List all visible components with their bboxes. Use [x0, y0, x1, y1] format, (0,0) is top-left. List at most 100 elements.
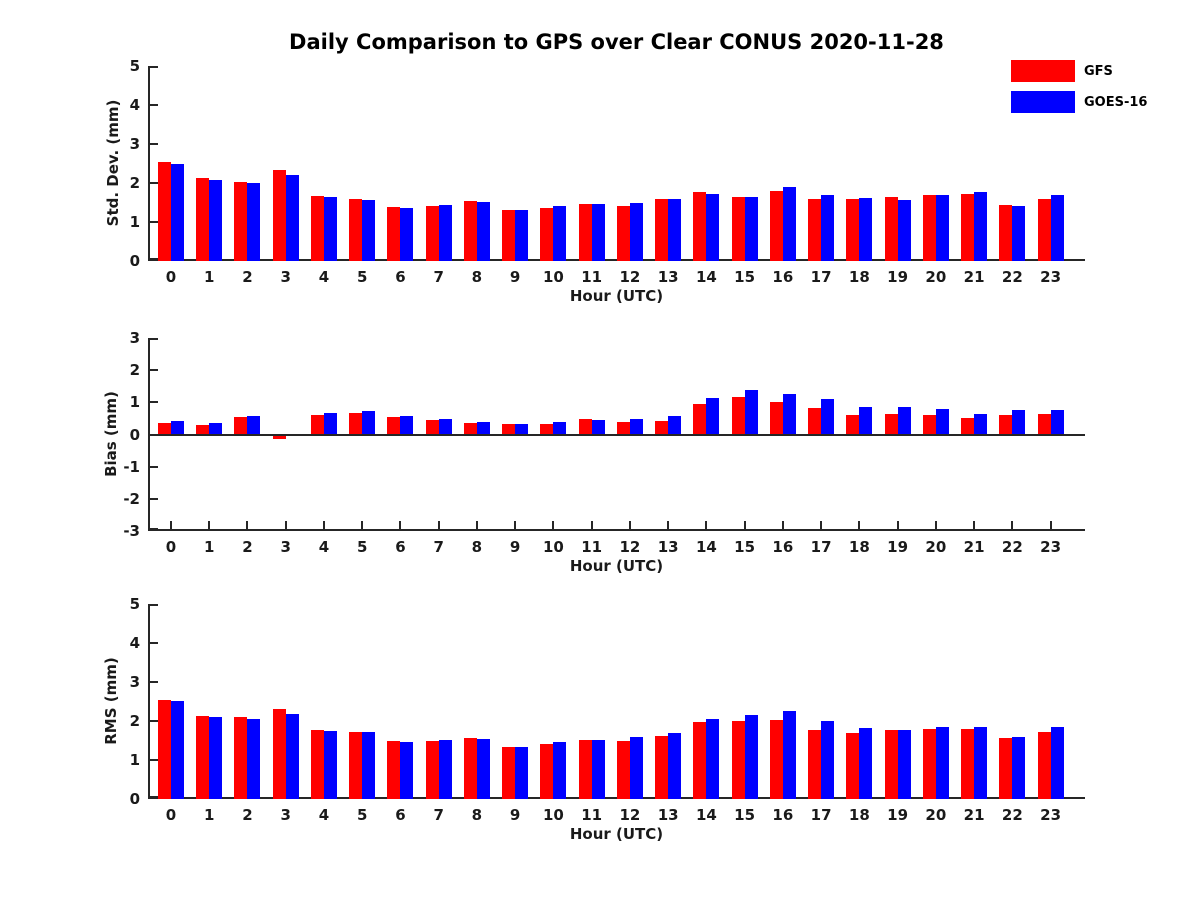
- x-tick: [514, 521, 517, 529]
- bar-gfs-hour-6: [387, 741, 401, 799]
- bar-goes16-hour-19: [897, 200, 911, 261]
- y-tick-label: 3: [129, 673, 140, 691]
- bar-goes16-hour-19: [897, 730, 911, 799]
- x-tick-label: 22: [1001, 806, 1023, 824]
- bar-goes16-hour-18: [859, 727, 873, 799]
- bar-goes16-hour-14: [706, 719, 720, 799]
- x-tick-label: 7: [433, 806, 444, 824]
- bar-goes16-hour-15: [744, 715, 758, 799]
- x-tick-label: 1: [203, 538, 215, 556]
- plot-area-bias: 3 2 1 0 -1 -2 -3 0 1 2 3 4 5 6 7 8 9 10 11 12 13 14 15 16 17 18 19…: [123, 329, 1085, 556]
- bar-goes16-hour-13: [668, 199, 682, 261]
- x-tick-label: 23: [1040, 806, 1062, 824]
- bar-goes16-hour-8: [476, 738, 490, 799]
- x-tick-label: 11: [581, 806, 603, 824]
- x-tick-label: 16: [772, 538, 794, 556]
- bar-goes16-hour-2: [247, 718, 261, 799]
- bar-goes16-hour-20: [935, 408, 949, 435]
- x-tick-label: 17: [810, 268, 832, 286]
- bar-goes16-hour-0: [170, 420, 184, 435]
- y-tick-label: 0: [129, 425, 140, 444]
- bar-goes16-hour-20: [935, 195, 949, 261]
- x-tick-label: 4: [318, 538, 330, 556]
- y-tick: [150, 604, 158, 606]
- bar-gfs-hour-3: [272, 170, 286, 261]
- x-tick-label: 23: [1040, 268, 1062, 286]
- y-tick: [150, 221, 158, 223]
- x-tick-label: 6: [395, 538, 406, 556]
- x-tick-label: 8: [471, 806, 483, 824]
- bar-gfs-hour-0: [157, 423, 171, 435]
- legend-label-goes16: GOES-16: [1084, 94, 1148, 110]
- x-tick-label: 19: [887, 268, 909, 286]
- bar-goes16-hour-4: [323, 197, 337, 261]
- bar-goes16-hour-23: [1050, 194, 1064, 261]
- x-tick: [896, 521, 899, 529]
- bar-goes16-hour-20: [935, 726, 949, 799]
- x-tick-label: 21: [963, 538, 985, 556]
- y-tick: [150, 759, 158, 761]
- bar-goes16-hour-16: [782, 394, 796, 435]
- bar-gfs-hour-12: [616, 206, 630, 261]
- bar-goes16-hour-12: [629, 202, 643, 261]
- bar-goes16-hour-12: [629, 418, 643, 435]
- bar-goes16-hour-15: [744, 390, 758, 435]
- bar-gfs-hour-8: [463, 200, 477, 261]
- x-tick-label: 8: [471, 538, 483, 556]
- bar-goes16-hour-0: [170, 701, 184, 799]
- bar-goes16-hour-12: [629, 736, 643, 799]
- x-tick: [475, 521, 478, 529]
- x-tick: [169, 521, 172, 529]
- x-tick: [973, 521, 976, 529]
- x-tick: [437, 521, 440, 529]
- y-tick-label: -3: [123, 522, 140, 540]
- bar-goes16-hour-13: [668, 415, 682, 435]
- bar-goes16-hour-7: [438, 204, 452, 261]
- bar-gfs-hour-13: [655, 199, 669, 261]
- y-tick-label: 1: [129, 393, 140, 412]
- bar-gfs-hour-14: [693, 192, 707, 261]
- bar-goes16-hour-6: [400, 207, 414, 261]
- bar-goes16-hour-21: [974, 726, 988, 799]
- x-tick-label: 18: [848, 268, 870, 286]
- bar-gfs-hour-2: [234, 181, 248, 261]
- x-tick-label: 20: [925, 806, 947, 824]
- y-axis-line: [148, 66, 150, 261]
- y-tick-label: 0: [129, 790, 140, 808]
- x-tick-label: 3: [280, 268, 291, 286]
- y-tick-label: 5: [129, 57, 140, 75]
- bar-goes16-hour-1: [209, 422, 223, 435]
- x-tick: [743, 521, 746, 529]
- x-tick-label: 22: [1001, 268, 1023, 286]
- bar-goes16-hour-3: [285, 174, 299, 261]
- bar-goes16-hour-18: [859, 197, 873, 261]
- bar-goes16-hour-14: [706, 193, 720, 261]
- x-axis-label-rms: Hour (UTC): [569, 825, 664, 843]
- bar-goes16-hour-17: [821, 721, 835, 799]
- y-axis-line: [148, 604, 150, 799]
- y-tick-label: 0: [129, 252, 140, 270]
- x-tick-label: 13: [657, 268, 679, 286]
- bar-gfs-hour-1: [196, 424, 210, 435]
- x-tick-label: 23: [1040, 538, 1062, 556]
- bar-gfs-hour-4: [310, 195, 324, 261]
- bar-gfs-hour-9: [502, 746, 516, 799]
- legend-item-goes16: GOES-16: [1011, 91, 1147, 113]
- x-tick-label: 2: [242, 806, 253, 824]
- bar-gfs-hour-11: [578, 418, 592, 435]
- bar-gfs-hour-20: [922, 729, 936, 799]
- x-tick-label: 0: [165, 806, 177, 824]
- x-tick: [858, 521, 861, 529]
- bar-goes16-hour-6: [400, 416, 414, 435]
- x-tick-label: 12: [619, 538, 641, 556]
- y-tick: [150, 104, 158, 106]
- x-tick: [1011, 521, 1014, 529]
- bar-gfs-hour-21: [961, 729, 975, 799]
- bar-gfs-hour-2: [234, 417, 248, 435]
- bar-gfs-hour-20: [922, 414, 936, 435]
- bar-gfs-hour-5: [349, 732, 363, 799]
- bar-gfs-hour-12: [616, 741, 630, 799]
- x-tick-label: 4: [318, 806, 330, 824]
- x-tick-label: 1: [203, 268, 215, 286]
